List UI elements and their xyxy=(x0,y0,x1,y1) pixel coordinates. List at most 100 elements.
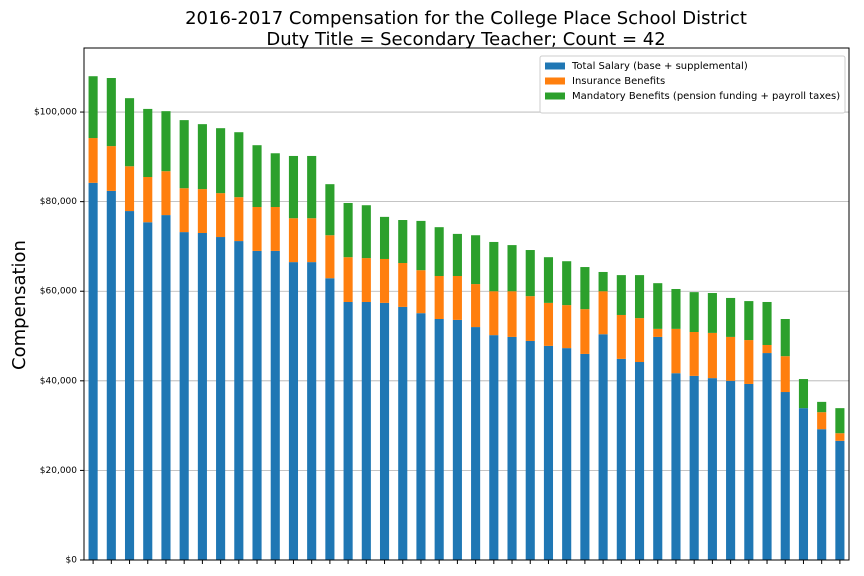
bar-segment xyxy=(598,291,608,335)
bar-segment xyxy=(361,258,371,302)
bar-segment xyxy=(543,345,554,560)
bar-segment xyxy=(307,218,317,263)
bar-segment xyxy=(507,245,517,292)
bar-segment xyxy=(507,291,517,337)
bar-segment xyxy=(398,306,408,560)
bar-segment xyxy=(143,222,153,560)
y-tick-label: $60,000 xyxy=(40,287,77,297)
bar-segment xyxy=(471,284,481,328)
bar-segment xyxy=(835,440,845,560)
bar-segment xyxy=(325,278,335,560)
bar-segment xyxy=(343,301,353,560)
bar-segment xyxy=(288,218,299,263)
y-tick-label: $80,000 xyxy=(40,197,77,207)
legend-swatch xyxy=(545,62,565,70)
bar-segment xyxy=(835,408,845,434)
bar-segment xyxy=(197,189,207,234)
bar-segment xyxy=(106,190,116,560)
bar-segment xyxy=(489,291,499,336)
bar-segment xyxy=(270,153,280,208)
bar-segment xyxy=(416,270,426,314)
bar-segment xyxy=(361,205,371,259)
bar-segment xyxy=(562,261,572,306)
bar-segment xyxy=(398,263,408,307)
bar-segment xyxy=(671,373,681,560)
bar-segment xyxy=(689,292,699,332)
bar-segment xyxy=(106,146,116,191)
bar-segment xyxy=(835,433,845,441)
bar-segment xyxy=(88,182,98,560)
bar-segment xyxy=(434,319,444,560)
bar-segment xyxy=(216,193,226,238)
bar-segment xyxy=(234,197,244,242)
legend-swatch xyxy=(545,92,565,100)
bar-segment xyxy=(653,328,663,337)
bar-segment xyxy=(726,297,736,337)
bar-segment xyxy=(197,233,207,561)
bar-segment xyxy=(452,276,462,320)
legend-swatch xyxy=(545,77,565,85)
bar-segment xyxy=(616,358,626,560)
bar-segment xyxy=(744,301,754,341)
bar-segment xyxy=(525,340,535,560)
bar-segment xyxy=(653,336,663,560)
bar-segment xyxy=(452,319,462,560)
bar-segment xyxy=(671,288,681,329)
bar-segment xyxy=(361,301,371,560)
bar-segment xyxy=(562,348,572,560)
bar-segment xyxy=(616,314,626,359)
bar-segment xyxy=(598,271,608,292)
bar-segment xyxy=(580,353,590,560)
bar-segment xyxy=(143,108,153,178)
bar-segment xyxy=(288,262,299,560)
plot-frame xyxy=(83,47,850,561)
bar-segment xyxy=(197,124,207,190)
bar-segment xyxy=(780,319,790,357)
bar-segment xyxy=(288,155,299,219)
bar-segment xyxy=(307,262,317,560)
y-tick-label: $40,000 xyxy=(40,376,77,386)
bar-segment xyxy=(580,267,590,310)
bar-segment xyxy=(707,378,717,560)
legend-label: Insurance Benefits xyxy=(572,76,665,87)
bar-segment xyxy=(143,177,153,223)
bar-segment xyxy=(689,331,699,376)
legend-label: Mandatory Benefits (pension funding + pa… xyxy=(572,91,840,102)
bar-segment xyxy=(252,145,262,208)
bar-segment xyxy=(762,353,772,560)
bar-segment xyxy=(707,332,717,379)
bar-segment xyxy=(489,335,499,560)
bar-segment xyxy=(234,132,244,198)
bar-segment xyxy=(270,207,280,251)
bar-segment xyxy=(379,302,390,560)
bar-segment xyxy=(653,283,663,329)
bar-segment xyxy=(270,250,280,560)
bar-segment xyxy=(780,392,790,560)
bar-segment xyxy=(325,184,335,236)
bar-segment xyxy=(543,302,554,346)
bar-segment xyxy=(416,313,426,560)
chart-title: 2016-2017 Compensation for the College P… xyxy=(185,8,747,29)
bar-segment xyxy=(817,429,827,560)
bar-segment xyxy=(179,232,189,560)
y-tick-label: $20,000 xyxy=(40,466,77,476)
bar-segment xyxy=(726,336,736,381)
bar-segment xyxy=(744,383,754,560)
bar-segment xyxy=(124,98,135,167)
bar-segment xyxy=(234,241,244,560)
bar-segment xyxy=(434,227,444,277)
bar-segment xyxy=(106,78,116,147)
bar-segment xyxy=(252,250,262,560)
bar-segment xyxy=(616,275,626,315)
bar-segment xyxy=(307,155,317,219)
bar-segment xyxy=(343,202,353,258)
bar-segment xyxy=(216,237,226,561)
bar-segment xyxy=(817,401,827,413)
bar-segment xyxy=(726,380,736,560)
y-tick-label: $100,000 xyxy=(34,108,77,118)
bar-segment xyxy=(252,207,262,251)
bar-segment xyxy=(634,318,645,363)
bar-segment xyxy=(525,296,535,341)
bar-segment xyxy=(416,220,426,271)
